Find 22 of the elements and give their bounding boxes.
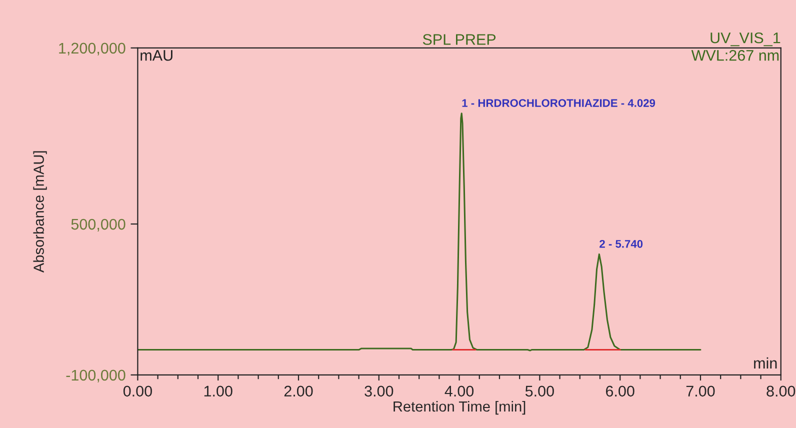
y-tick-label: -100,000 xyxy=(66,370,126,382)
x-tick-label: 4.00 xyxy=(444,386,474,397)
x-tick-label: 0.00 xyxy=(123,386,152,397)
annotation: mAU xyxy=(140,50,172,61)
x-tick-label: 1.00 xyxy=(204,386,232,397)
x-tick-label: 2.00 xyxy=(284,386,313,397)
x-tick-label: 8.00 xyxy=(766,386,796,397)
x-tick-label: 6.00 xyxy=(606,386,634,397)
line-series xyxy=(138,112,702,352)
y-axis-title: Absorbance [mAU] xyxy=(33,151,47,273)
y-tick-label: 1,200,000 xyxy=(59,42,126,56)
annotation: WVL:267 nm xyxy=(691,50,779,61)
x-axis-title: Retention Time [min] xyxy=(394,400,526,415)
x-tick-label: 3.00 xyxy=(364,386,394,397)
chart-title: SPL PREP xyxy=(422,34,496,45)
y-tick-label: 500,000 xyxy=(71,218,126,232)
annotation: min xyxy=(754,357,777,368)
x-tick-label: 7.00 xyxy=(686,386,715,397)
annotation: 1 - HRDROCHLOROTHIAZIDE - 4.029 xyxy=(462,99,656,107)
text: UV_VIS_1 xyxy=(710,32,780,46)
annotation: 2 - 5.740 xyxy=(600,240,643,248)
x-tick-label: 5.00 xyxy=(525,386,554,397)
